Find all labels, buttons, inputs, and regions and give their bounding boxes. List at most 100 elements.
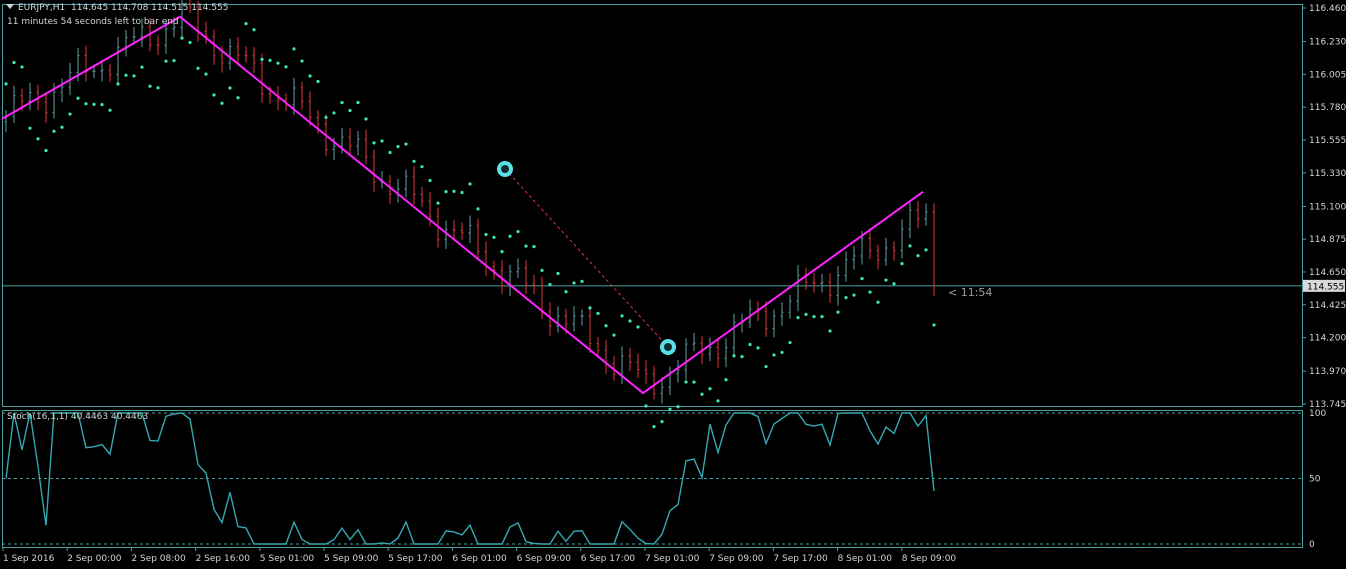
sar-dot [12, 60, 16, 65]
sar-dot [476, 207, 480, 211]
sar-dot [508, 234, 512, 238]
price-tick-label: 116.005 [1309, 70, 1346, 80]
sar-dot [204, 72, 208, 76]
time-tick-label: 6 Sep 17:00 [581, 554, 636, 564]
sar-dot [668, 407, 672, 411]
sar-dot [828, 329, 832, 333]
sar-dot [804, 312, 808, 316]
sar-dot [644, 404, 648, 408]
sar-dot [76, 96, 80, 100]
sar-dot [196, 66, 200, 70]
sar-dot [660, 420, 664, 424]
sar-dot [220, 101, 224, 105]
sar-dot [820, 315, 824, 319]
sar-dot [404, 142, 408, 146]
sar-dot [484, 232, 488, 237]
sar-dot [684, 380, 688, 384]
sar-dot [172, 58, 176, 63]
sar-dot [916, 254, 920, 258]
stoch-line [5, 412, 935, 545]
time-tick-label: 5 Sep 17:00 [388, 554, 443, 564]
sar-dot [356, 100, 360, 105]
sar-dot [924, 248, 928, 252]
sar-dot [100, 102, 104, 107]
price-tick-label: 114.875 [1309, 235, 1346, 245]
sar-dot [708, 387, 712, 391]
sar-dot [68, 112, 72, 116]
sar-dot [252, 28, 256, 32]
stoch-tick-label: 100 [1309, 409, 1326, 419]
sar-dot [428, 178, 432, 183]
time-tick-label: 6 Sep 01:00 [452, 554, 507, 564]
sar-dot [596, 311, 600, 315]
sar-dot [180, 36, 184, 40]
candles-layer [4, 0, 936, 404]
price-tick-label: 116.230 [1309, 38, 1346, 48]
main-frame [2, 4, 1303, 407]
sar-dot [164, 59, 168, 63]
sar-dot [308, 74, 312, 78]
sar-dot [548, 282, 552, 287]
sar-dot [580, 279, 584, 283]
sar-dot [852, 293, 856, 297]
bar-timer-text: 11 minutes 54 seconds left to bar end [7, 17, 179, 27]
sar-dot [532, 244, 536, 249]
sar-dot [212, 93, 216, 97]
sar-dot [628, 319, 632, 323]
zigzag-line [1, 15, 924, 395]
sar-dot [188, 40, 192, 45]
sar-dot [716, 399, 720, 403]
price-tick-label: 114.425 [1309, 301, 1346, 311]
sar-dot [60, 125, 64, 129]
sar-dot [460, 190, 464, 195]
stoch-tick-label: 50 [1309, 475, 1321, 485]
sar-dot [452, 189, 456, 193]
time-tick-label: 2 Sep 16:00 [196, 554, 251, 564]
sar-dot [868, 290, 872, 294]
sar-dot [380, 139, 384, 143]
sar-dot [756, 346, 760, 350]
stoch-tick-label: 0 [1309, 540, 1315, 550]
sar-dot [4, 82, 8, 86]
sar-dot [772, 353, 776, 357]
sar-dot [444, 190, 448, 194]
sar-dot [300, 59, 304, 63]
countdown-label: < 11:54 [948, 286, 993, 299]
price-tick-label: 113.745 [1309, 400, 1346, 410]
chart-header: EURJPY,H1 114.645 114.708 114.515 114.55… [6, 3, 228, 13]
time-tick-label: 2 Sep 08:00 [131, 554, 186, 564]
sar-dot [348, 108, 352, 113]
sar-dot [140, 65, 144, 69]
sar-dot [284, 65, 288, 69]
sar-dot [124, 73, 128, 77]
sar-dot [84, 102, 88, 106]
sar-dot [812, 315, 816, 319]
sar-dot [372, 141, 376, 145]
current-price-text: 114.555 [1307, 282, 1344, 292]
sar-dot [884, 278, 888, 282]
sar-dot [236, 96, 240, 100]
sar-dot [228, 86, 232, 90]
sar-dot [780, 350, 784, 355]
time-tick-label: 6 Sep 09:00 [517, 554, 572, 564]
sar-dot [340, 100, 344, 105]
arrow-marker-core [501, 165, 509, 173]
sar-dot [732, 354, 736, 358]
sar-dot [364, 117, 368, 121]
time-tick-label: 1 Sep 2016 [3, 554, 55, 564]
sar-dot [556, 271, 560, 276]
dropdown-icon[interactable] [6, 4, 14, 9]
sar-dot [420, 165, 424, 169]
sar-dot [52, 129, 56, 133]
sar-dot [268, 58, 272, 62]
sar-dot [652, 425, 656, 429]
sar-dot [572, 281, 576, 285]
sar-dot [604, 324, 608, 328]
sar-dot [588, 306, 592, 310]
time-tick-label: 8 Sep 01:00 [838, 554, 893, 564]
sar-dot [316, 79, 320, 84]
sar-dot [540, 268, 544, 272]
sar-dot [788, 340, 792, 345]
